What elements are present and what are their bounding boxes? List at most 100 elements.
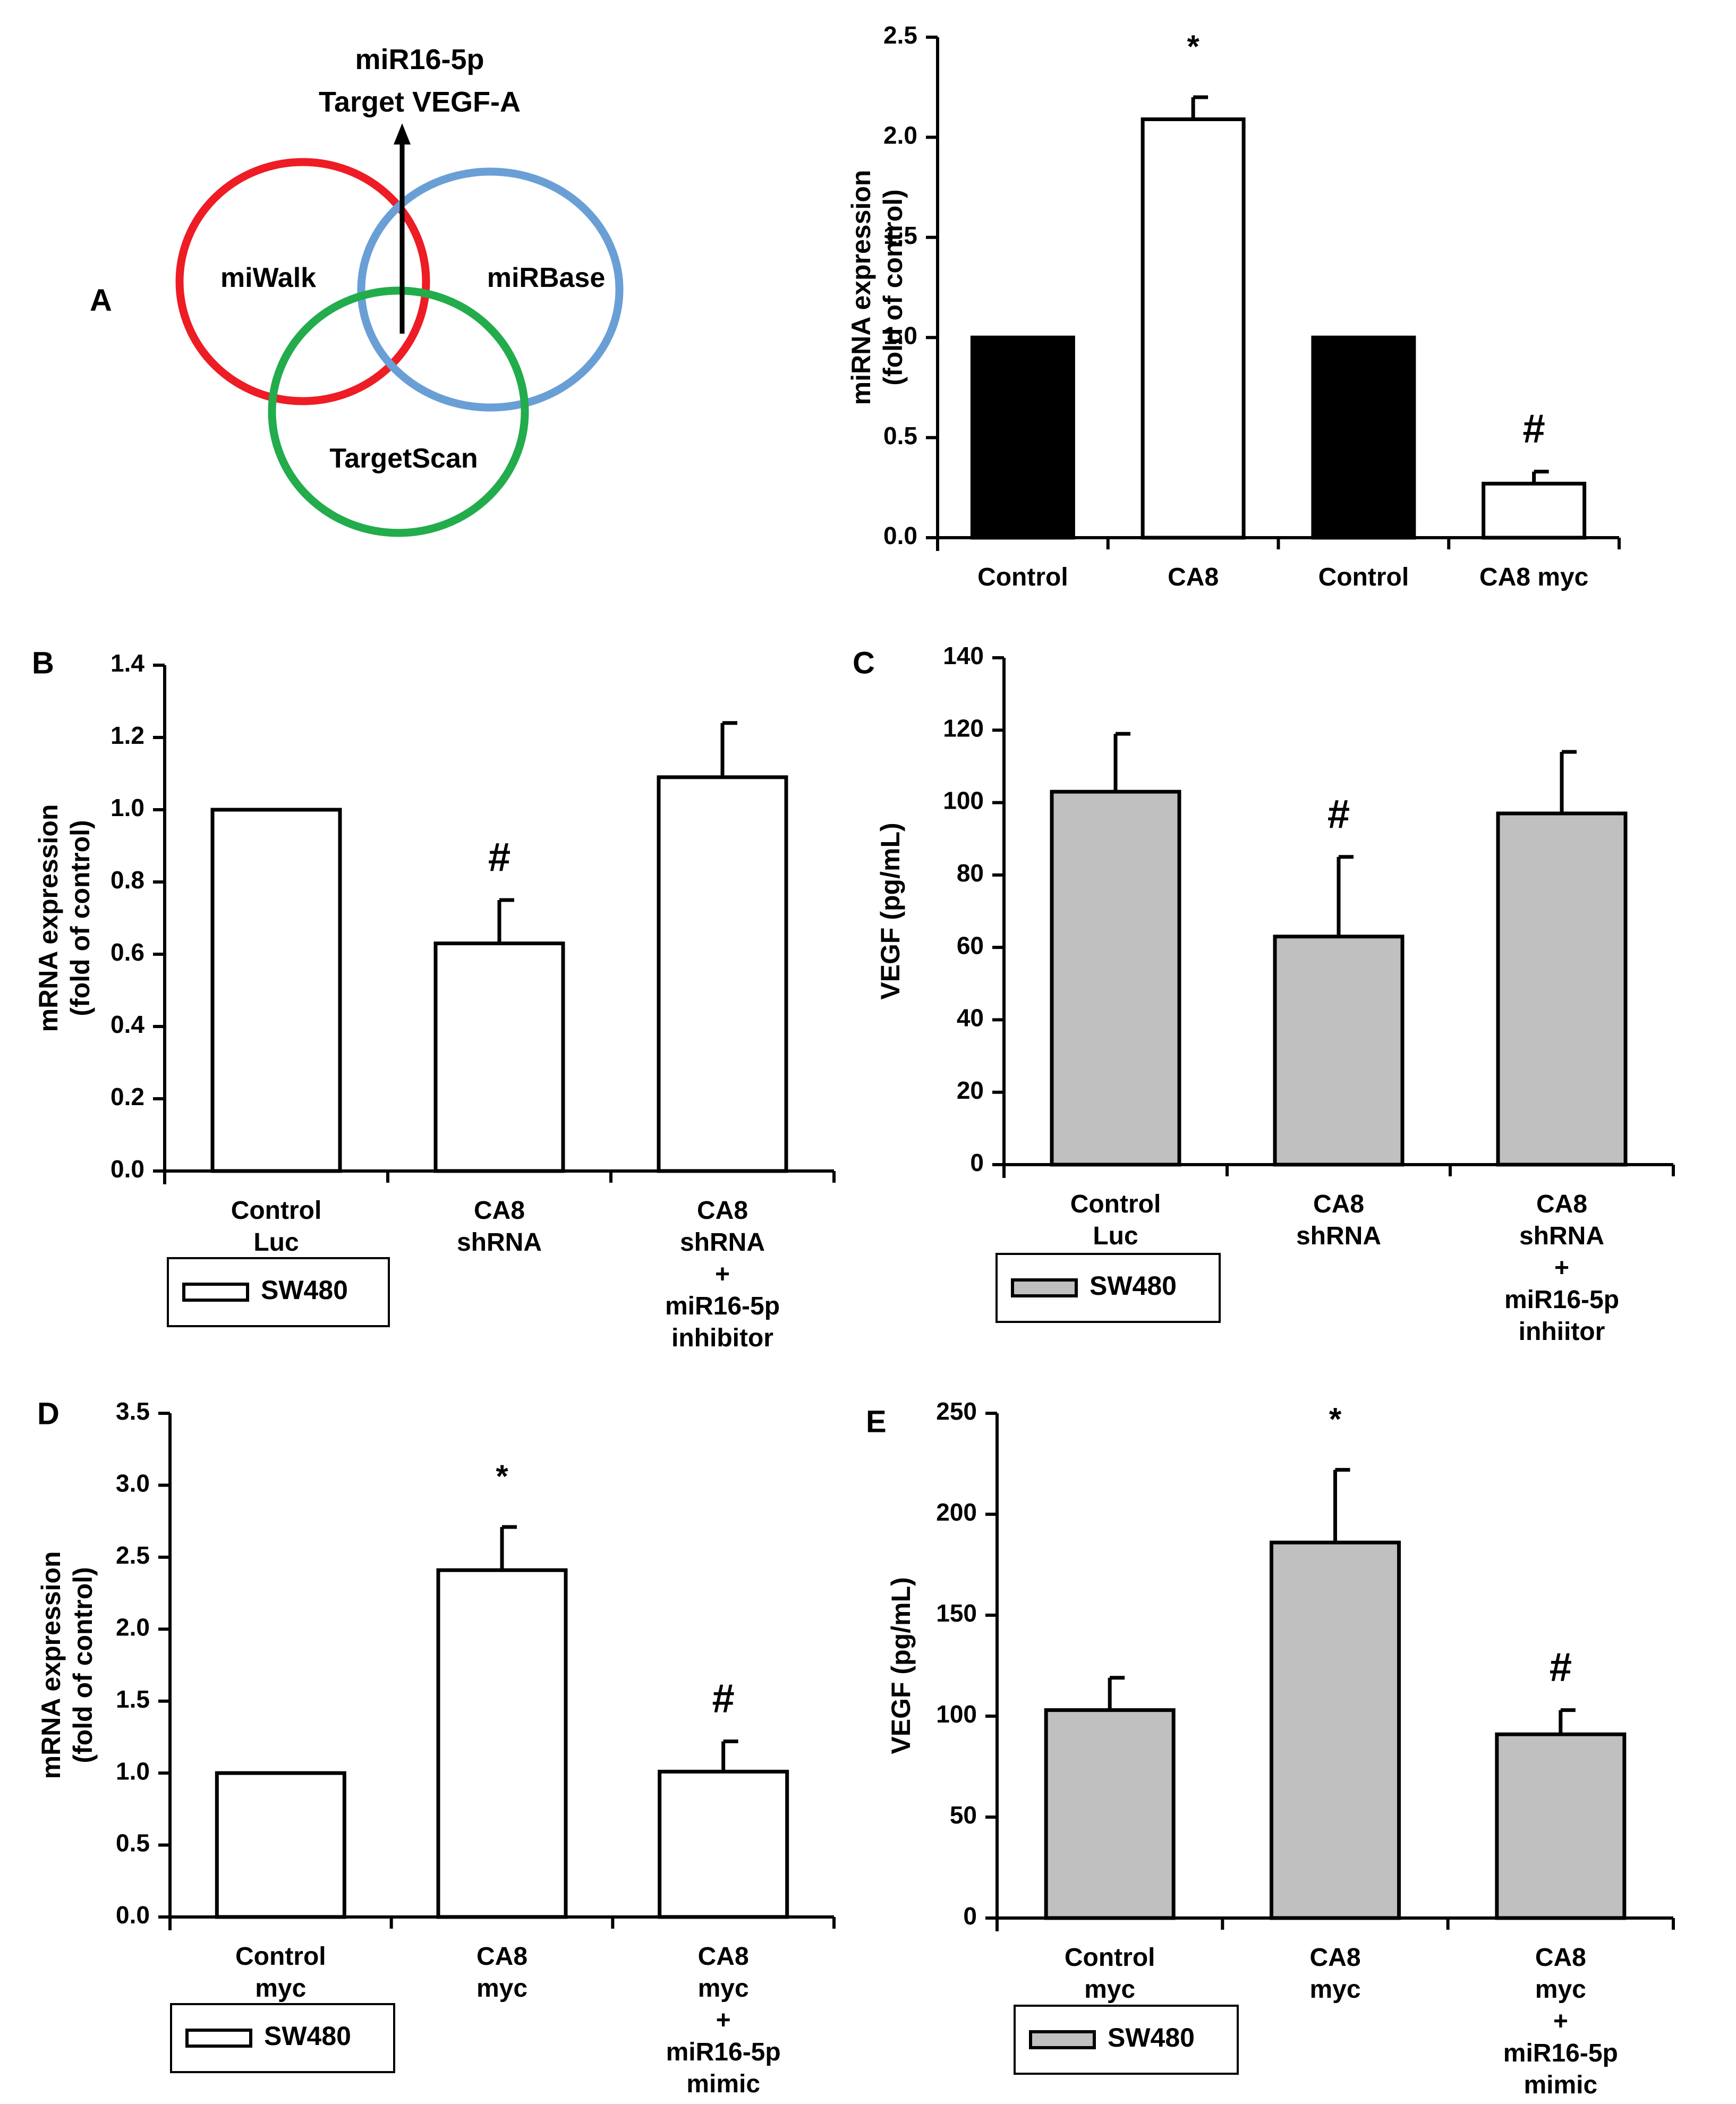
chart-panel-d: D * #0.0 0.5 1.0 1.5 2.0 2.5 3.0 3.5 mRNA expressi… (36, 1396, 836, 2098)
bar (1050, 790, 1181, 1167)
venn-panel: A miR16-5p Target VEGF-A miWalk miRBase … (90, 44, 624, 537)
x-tick-label: CA8 myc (1479, 563, 1588, 591)
chart-panel-e: E * #0 50 100 150 200 250 VEGF (pg/mL) Control myc… (866, 1397, 1675, 2099)
x-tick-label: CA8 (474, 1197, 525, 1225)
x-tick-label: miR16-5p (1504, 1286, 1619, 1314)
y-tick-label: 2.5 (883, 21, 917, 49)
y-tick-label: 2.0 (883, 122, 917, 149)
bar (433, 941, 565, 1173)
panel-label: B (32, 646, 54, 680)
venn-arrow-head (394, 123, 411, 145)
x-tick-label: Control (1070, 1190, 1161, 1218)
venn-circle-mirbase (357, 167, 624, 412)
bar (1495, 1732, 1627, 1920)
legend-label: SW480 (261, 1275, 348, 1305)
x-tick-label: CA8 (1535, 1944, 1586, 1972)
x-tick-label: + (1554, 1254, 1569, 1282)
x-tick-label: myc (1309, 1975, 1360, 2004)
x-tick-label: CA8 (1168, 563, 1219, 591)
venn-title-line1: miR16-5p (355, 44, 484, 75)
venn-title-line2: Target VEGF-A (319, 86, 521, 118)
y-axis-title: mRNA expression (33, 804, 63, 1032)
y-tick-label: 1.4 (110, 649, 144, 677)
y-axis-title: miRNA expression (846, 170, 876, 405)
x-tick-label: Control (231, 1197, 322, 1225)
y-tick-label: 0.8 (110, 866, 144, 894)
x-tick-label: miR16-5p (665, 1292, 780, 1320)
bar (1044, 1708, 1176, 1920)
x-tick-label: CA8 (698, 1942, 749, 1971)
x-tick-label: Control (235, 1942, 326, 1971)
y-tick-label: 0.4 (110, 1011, 144, 1038)
y-axis-title: mRNA expression (36, 1551, 66, 1779)
bar (1496, 811, 1628, 1167)
x-tick-label: inhibitor (671, 1324, 773, 1352)
bar (658, 1769, 789, 1919)
y-tick-label: 50 (950, 1801, 977, 1829)
y-tick-label: 0.5 (116, 1829, 150, 1857)
y-tick-label: 40 (957, 1004, 984, 1032)
y-axis-title: VEGF (pg/mL) (886, 1577, 916, 1754)
significance-mark: * (1187, 29, 1199, 64)
bar (1482, 481, 1587, 540)
y-axis-title: (fold of control) (68, 1567, 98, 1763)
y-tick-label: 100 (943, 787, 984, 815)
y-tick-label: 250 (936, 1397, 977, 1425)
panel-label: C (853, 646, 875, 680)
chart-panel-b: B #0.0 0.2 0.4 0.6 0.8 1.0 1.2 1.4 mRNA expressio… (32, 646, 836, 1352)
x-tick-label: shRNA (457, 1228, 542, 1257)
y-axis-title: VEGF (pg/mL) (875, 822, 905, 999)
legend-swatch (182, 1283, 249, 1302)
y-tick-label: 0.2 (110, 1083, 144, 1110)
x-tick-label: shRNA (1519, 1222, 1604, 1250)
legend-label: SW480 (1090, 1271, 1177, 1301)
y-tick-label: 2.0 (116, 1613, 150, 1641)
bar (1141, 117, 1246, 540)
y-tick-label: 3.0 (116, 1470, 150, 1497)
chart-panel-a-right: * #0.0 0.5 1.0 1.5 2.0 2.5 miRNA expression (fol… (846, 21, 1621, 591)
y-tick-label: 3.5 (116, 1397, 150, 1425)
y-tick-label: 80 (957, 859, 984, 887)
x-tick-label: myc (255, 1974, 306, 2003)
x-tick-label: + (716, 2006, 731, 2034)
x-tick-label: Control (1065, 1944, 1155, 1972)
panel-label: E (866, 1404, 887, 1439)
venn-circle-targetscan (268, 286, 529, 537)
significance-mark: # (488, 835, 510, 880)
panel-label: D (37, 1396, 59, 1431)
legend-swatch (1011, 1278, 1078, 1297)
bar (1270, 1540, 1401, 1920)
legend-label: SW480 (1108, 2023, 1195, 2052)
bar (970, 335, 1075, 540)
y-tick-label: 140 (943, 642, 984, 669)
y-tick-label: 0.0 (883, 522, 917, 549)
x-tick-label: Control (977, 563, 1068, 591)
significance-mark: * (1329, 1401, 1342, 1437)
venn-label-targetscan: TargetScan (329, 443, 478, 474)
bar (657, 775, 788, 1173)
x-tick-label: Luc (1093, 1222, 1138, 1250)
chart-panel-c: C #0 20 40 60 80 100 120 140 VEGF (pg/mL) Control L… (853, 642, 1675, 1346)
y-tick-label: 0.0 (110, 1155, 144, 1183)
y-tick-label: 0 (963, 1902, 977, 1930)
significance-mark: # (1327, 792, 1350, 837)
y-axis-title: (fold of control) (65, 820, 95, 1016)
legend-label: SW480 (264, 2021, 351, 2051)
y-tick-label: 1.5 (116, 1685, 150, 1713)
y-tick-label: 0.5 (883, 422, 917, 449)
y-tick-label: 0 (970, 1149, 984, 1176)
y-tick-label: 0.6 (110, 938, 144, 966)
x-tick-label: miR16-5p (666, 2038, 781, 2066)
x-tick-label: CA8 (1309, 1944, 1360, 1972)
venn-label-miwalk: miWalk (220, 262, 316, 293)
x-tick-label: CA8 (1536, 1190, 1587, 1218)
y-tick-label: 150 (936, 1599, 977, 1627)
y-tick-label: 200 (936, 1498, 977, 1526)
x-tick-label: Control (1318, 563, 1409, 591)
venn-circle-miwalk (175, 158, 430, 405)
legend-swatch (1029, 2030, 1096, 2049)
x-tick-label: + (715, 1260, 730, 1288)
y-tick-label: 0.0 (116, 1901, 150, 1929)
x-tick-label: miR16-5p (1503, 2039, 1618, 2067)
y-tick-label: 100 (936, 1700, 977, 1728)
